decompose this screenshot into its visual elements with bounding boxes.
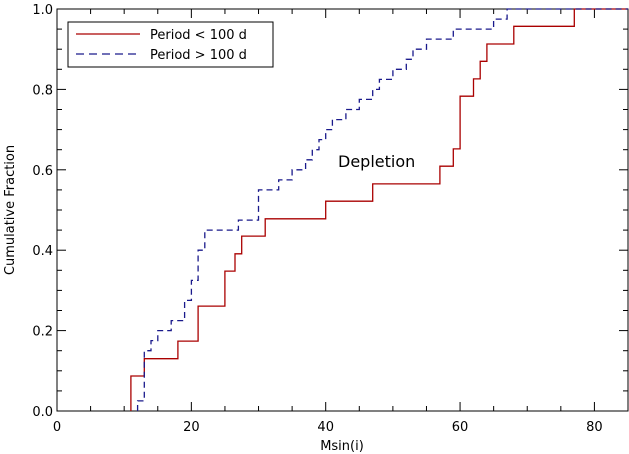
legend-label-series-1: Period < 100 d bbox=[150, 28, 247, 43]
x-tick-label: 0 bbox=[53, 420, 61, 435]
y-tick-label: 1.0 bbox=[32, 3, 53, 18]
y-tick-label: 0.0 bbox=[32, 405, 53, 420]
legend-box bbox=[67, 21, 274, 68]
x-tick-label: 40 bbox=[317, 420, 334, 435]
series-layer bbox=[130, 8, 628, 411]
series-line-2 bbox=[136, 8, 628, 411]
legend-label-series-2: Period > 100 d bbox=[150, 48, 247, 63]
y-tick-label: 0.4 bbox=[32, 244, 53, 259]
y-tick-label: 0.2 bbox=[32, 325, 53, 340]
depletion-annotation: Depletion bbox=[338, 152, 415, 171]
series-line-1 bbox=[130, 8, 628, 411]
legend: Period < 100 d Period > 100 d bbox=[67, 21, 274, 68]
x-tick-label: 80 bbox=[586, 420, 603, 435]
x-tick-label: 60 bbox=[452, 420, 469, 435]
x-tick-label: 20 bbox=[183, 420, 200, 435]
y-axis-title: Cumulative Fraction bbox=[3, 145, 18, 275]
y-tick-label: 0.6 bbox=[32, 164, 53, 179]
y-tick-label: 0.8 bbox=[32, 83, 53, 98]
axis-tick-labels: 0 20 40 60 80 0.0 0.2 0.4 0.6 0.8 1.0 bbox=[32, 3, 602, 435]
plot-frame bbox=[56, 8, 629, 412]
x-axis-title: Msin(i) bbox=[320, 439, 364, 454]
axis-ticks bbox=[56, 8, 628, 412]
